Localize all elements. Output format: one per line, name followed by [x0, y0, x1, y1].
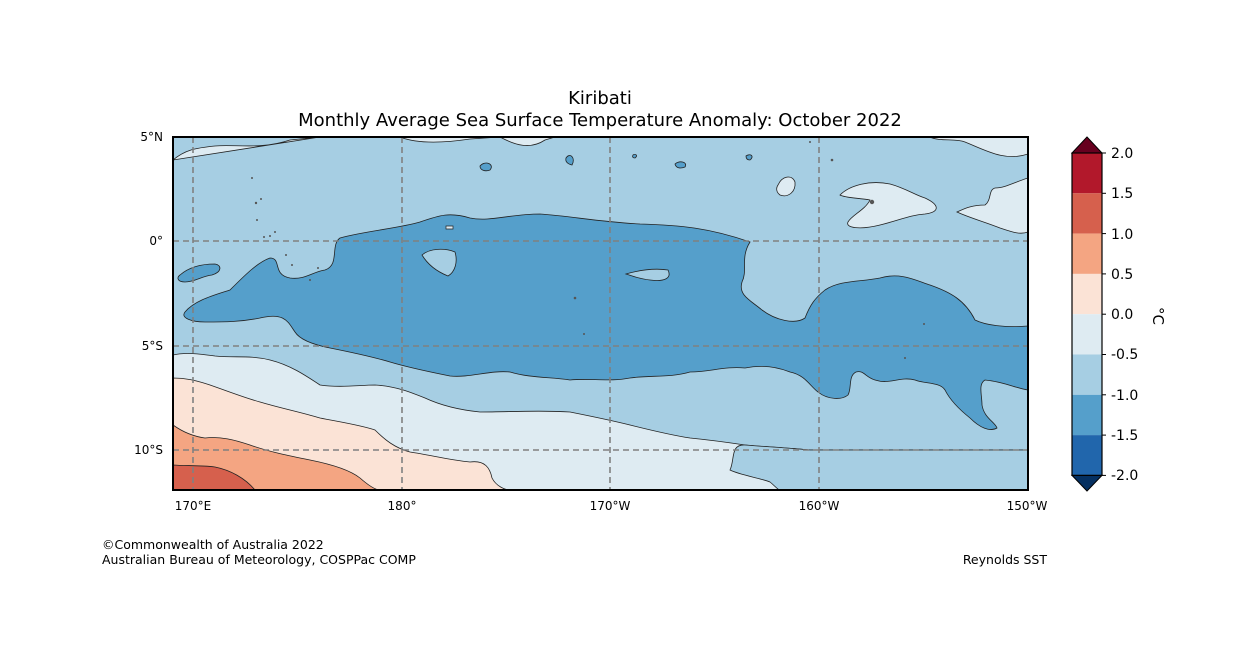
sst-patch-small-5	[632, 153, 637, 159]
map-title-region: Kiribati	[568, 88, 632, 109]
footer-agency: Australian Bureau of Meteorology, COSPPa…	[102, 552, 416, 567]
map-title-subtitle: Monthly Average Sea Surface Temperature …	[298, 110, 902, 131]
island	[904, 357, 906, 359]
island	[573, 296, 577, 300]
island	[256, 219, 258, 221]
lat-label-5N: 5°N	[140, 130, 163, 144]
colorbar-label: 0.5	[1111, 267, 1133, 283]
island	[809, 141, 811, 143]
lon-label-170W: 170°W	[590, 499, 631, 513]
colorbar-ticks	[1102, 152, 1106, 476]
island	[263, 236, 265, 238]
map-plot-area	[173, 137, 1028, 490]
lon-label-150W: 150°W	[1007, 499, 1048, 513]
colorbar-segment-minus1.0-minus0.5	[1072, 354, 1102, 395]
colorbar-segment-minus1.5-minus1.0	[1072, 394, 1102, 436]
sst-band-minus0.5-to-0-northeast	[929, 137, 1028, 158]
sst-hole-minus1.0-to-minus0.5-a	[421, 248, 457, 277]
sst-band-minus0.5-to-0-north-2	[399, 137, 556, 146]
sst-patch-minus0.5-to-0-small	[776, 176, 796, 197]
island	[269, 235, 271, 237]
colorbar-unit-label: °C	[1149, 307, 1167, 325]
island-markers	[251, 141, 925, 359]
map-graticule	[173, 137, 1028, 490]
sst-hole-minus1.0-to-minus0.5-b	[624, 268, 670, 281]
sst-band-minus1.5-to-minus1.0-equatorial	[183, 213, 1028, 430]
footer-source: Reynolds SST	[962, 552, 1047, 567]
sst-patch-small-4	[745, 154, 753, 161]
lat-label-5S: 5°S	[142, 339, 163, 353]
sst-patch-minus0.5-to-0-east	[839, 182, 937, 229]
sst-patch-small-3	[674, 161, 687, 169]
colorbar-segment-0.0-0.5	[1072, 273, 1102, 315]
latitude-labels: 5°N 0° 5°S 10°S	[134, 130, 163, 457]
colorbar-label: 0.0	[1111, 307, 1133, 323]
footer-credits: ©Commonwealth of Australia 2022 Australi…	[102, 537, 416, 567]
island	[285, 254, 287, 256]
colorbar-segment-minus0.5-0.0	[1072, 314, 1102, 355]
island	[254, 201, 258, 205]
colorbar-label: -2.0	[1111, 468, 1138, 484]
colorbar: 2.0 1.5 1.0 0.5 0.0 -0.5 -1.0 -1.5 -2.0 …	[1070, 136, 1167, 492]
island	[317, 267, 319, 269]
colorbar-segment-minus2.0-minus1.5	[1072, 435, 1102, 476]
island	[291, 264, 293, 266]
map-frame	[172, 136, 1029, 491]
island	[260, 198, 262, 200]
sst-patch-small-2	[565, 155, 574, 166]
island	[830, 158, 834, 162]
colorbar-segment-1.0-1.5	[1072, 193, 1102, 234]
lon-label-160W: 160°W	[799, 499, 840, 513]
island	[274, 231, 276, 233]
lat-label-10S: 10°S	[134, 443, 163, 457]
colorbar-label: -1.5	[1111, 428, 1138, 444]
island	[869, 199, 875, 205]
colorbar-segment-0.5-1.0	[1072, 233, 1102, 274]
lon-label-170E: 170°E	[175, 499, 212, 513]
colorbar-label: 1.0	[1111, 227, 1133, 243]
sst-patch-minus1.5-to-minus1.0-west	[177, 263, 221, 283]
sst-band-minus0.5-to-0-north	[173, 137, 321, 161]
sst-band-minus1.0-to-minus0.5-south-east	[729, 444, 1028, 490]
colorbar-label: -1.0	[1111, 388, 1138, 404]
island	[923, 323, 925, 325]
colorbar-extend-min	[1070, 474, 1104, 492]
sst-patch-minus0.5-to-0-far-east	[955, 177, 1028, 234]
island	[251, 177, 253, 179]
colorbar-tick-labels: 2.0 1.5 1.0 0.5 0.0 -0.5 -1.0 -1.5 -2.0	[1111, 146, 1138, 484]
footer-copyright: ©Commonwealth of Australia 2022	[102, 537, 324, 552]
lon-label-180: 180°	[388, 499, 417, 513]
island-outline	[445, 225, 454, 230]
longitude-labels: 170°E 180° 170°W 160°W 150°W	[175, 499, 1048, 513]
colorbar-label: 1.5	[1111, 186, 1133, 202]
colorbar-label: 2.0	[1111, 146, 1133, 162]
colorbar-label: -0.5	[1111, 347, 1138, 363]
colorbar-segment-1.5-2.0	[1072, 153, 1102, 194]
lat-label-0: 0°	[149, 234, 163, 248]
colorbar-extend-max	[1070, 136, 1104, 154]
sst-patch-small-1	[479, 162, 492, 172]
island	[309, 279, 311, 281]
island	[583, 333, 585, 335]
